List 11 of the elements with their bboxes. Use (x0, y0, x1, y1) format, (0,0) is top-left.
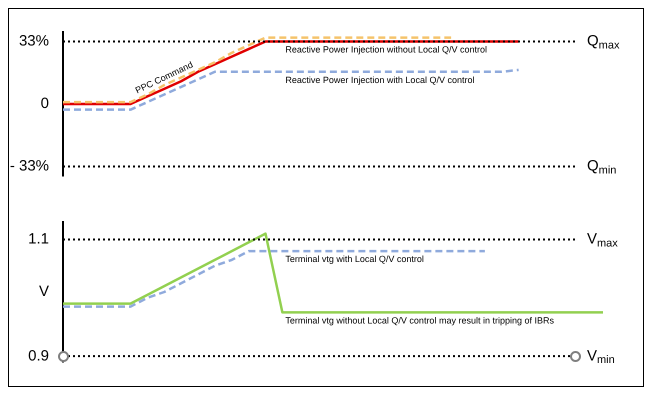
series-label: Terminal vtg with Local Q/V control (285, 254, 424, 264)
series-label: Terminal vtg without Local Q/V control may result in tripping of IBRs (285, 315, 554, 326)
y-tick-label: 0 (40, 95, 49, 112)
series-label: Reactive Power Injection with Local Q/V control (285, 74, 474, 85)
y-tick-label: V (38, 283, 49, 300)
y-tick-label: 1.1 (28, 230, 49, 248)
line-series (62, 250, 486, 308)
y-tick-label: - 33% (10, 158, 49, 175)
y-tick-label: 0.9 (28, 347, 49, 364)
y-tick-label: 33% (18, 32, 49, 50)
series-label: Reactive Power Injection without Local Q/V control (285, 44, 487, 54)
